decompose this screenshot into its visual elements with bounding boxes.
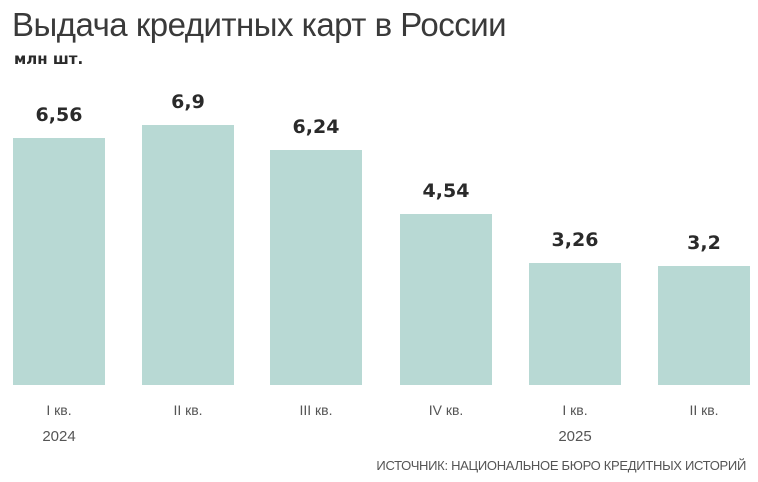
x-tick-label: I кв. [562,402,588,418]
x-tick-label: III кв. [299,402,333,418]
year-label-2025: 2025 [558,428,592,445]
bar-q1-2025 [529,263,621,385]
bar-value-label: 6,24 [292,116,340,138]
x-tick-label: II кв. [173,402,203,418]
bar-value-label: 4,54 [422,180,470,202]
bar-value-label: 6,56 [35,104,83,126]
bar-q4-2024 [400,214,492,385]
bar-value-label: 6,9 [171,91,205,113]
x-tick-label: I кв. [46,402,72,418]
unit-label: млн шт. [14,50,84,68]
source-note: ИСТОЧНИК: НАЦИОНАЛЬНОЕ БЮРО КРЕДИТНЫХ ИС… [376,458,746,473]
bar-value-label: 3,2 [687,232,721,254]
bar-q1-2024 [13,138,105,385]
bar-q3-2024 [270,150,362,385]
chart-title: Выдача кредитных карт в России [12,6,507,43]
x-tick-label: IV кв. [428,402,464,418]
year-label-2024: 2024 [42,428,76,445]
bar-value-label: 3,26 [551,229,599,251]
x-tick-label: II кв. [689,402,719,418]
bar-q2-2025 [658,266,750,385]
bar-q2-2024 [142,125,234,385]
